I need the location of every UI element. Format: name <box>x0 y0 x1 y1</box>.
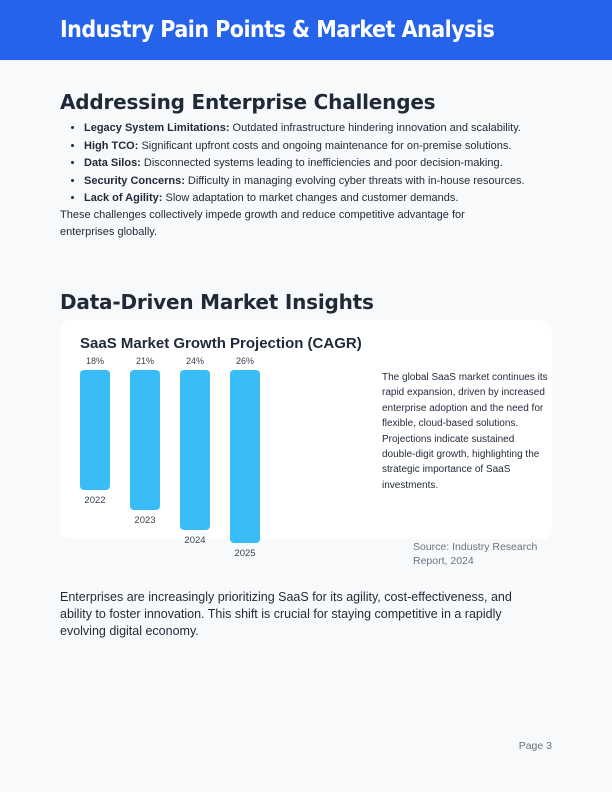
list-item-text: Outdated infrastructure hindering innova… <box>229 122 521 134</box>
list-item: High TCO: Significant upfront costs and … <box>84 138 584 156</box>
bar-category-label: 2024 <box>184 535 206 546</box>
list-item: Security Concerns: Difficulty in managin… <box>84 173 584 191</box>
list-item-term: High TCO: <box>84 139 139 152</box>
bar-value-label: 24% <box>185 356 204 366</box>
bar-value-label: 18% <box>85 356 104 366</box>
page-number: Page 3 <box>518 740 552 752</box>
section-heading-insights: Data-Driven Market Insights <box>60 290 374 314</box>
bar-value-label: 21% <box>135 356 154 366</box>
list-item-text: Difficulty in managing evolving cyber th… <box>184 174 525 187</box>
list-item: Legacy System Limitations: Outdated infr… <box>84 120 584 138</box>
list-item-term: Legacy System Limitations: <box>84 122 230 134</box>
bar-category-label: 2023 <box>134 515 156 526</box>
chart-title: SaaS Market Growth Projection (CAGR) <box>80 335 362 352</box>
chart-source: Source: Industry Research Report, 2024 <box>413 541 538 567</box>
bar-category-label: 2022 <box>84 495 106 506</box>
list-item-term: Security Concerns: <box>84 174 185 187</box>
bar-category-label: 2025 <box>234 548 256 560</box>
chart-card: SaaS Market Growth Projection (CAGR) 18%… <box>60 320 552 559</box>
list-item-term: Lack of Agility: <box>84 192 163 205</box>
bar <box>130 370 160 510</box>
list-item: Data Silos: Disconnected systems leading… <box>84 155 584 173</box>
page-title: Industry Pain Points & Market Analysis <box>60 17 495 43</box>
page-header: Industry Pain Points & Market Analysis <box>0 0 612 60</box>
list-item-text: Disconnected systems leading to ineffici… <box>140 157 503 170</box>
list-item-term: Data Silos: <box>84 157 141 170</box>
closing-paragraph: Enterprises are increasingly prioritizin… <box>60 590 512 638</box>
chart-description: The global SaaS market continues its rap… <box>382 372 548 491</box>
list-item: Lack of Agility: Slow adaptation to mark… <box>84 190 584 208</box>
list-item-text: Significant upfront costs and ongoing ma… <box>138 139 512 152</box>
bar <box>180 370 210 530</box>
list-item-text: Slow adaptation to market changes and cu… <box>162 192 459 205</box>
challenges-list: Legacy System Limitations: Outdated infr… <box>60 120 584 208</box>
section-heading-challenges: Addressing Enterprise Challenges <box>60 90 436 114</box>
bar-value-label: 26% <box>235 356 254 366</box>
bar <box>80 370 110 490</box>
bar <box>230 370 260 544</box>
challenges-summary: These challenges collectively impede gro… <box>60 209 465 238</box>
